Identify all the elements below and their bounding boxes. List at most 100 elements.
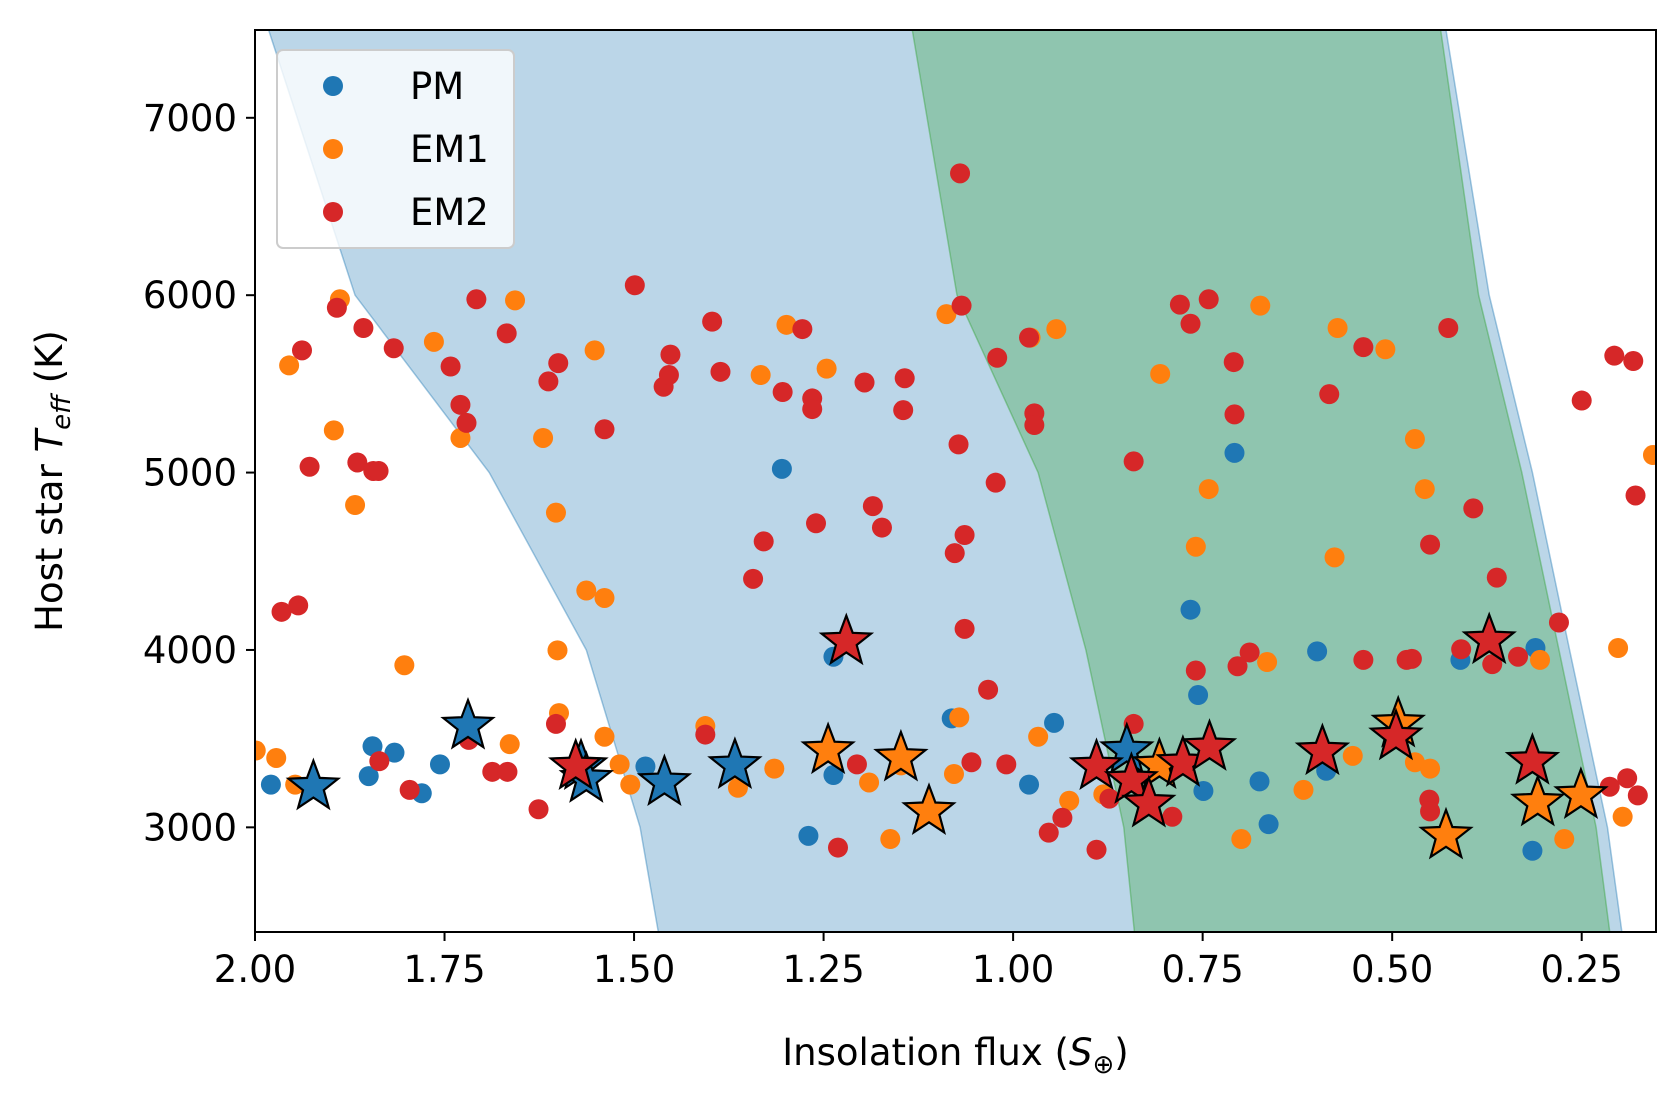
point bbox=[702, 311, 723, 332]
point bbox=[1353, 649, 1374, 670]
point bbox=[827, 837, 848, 858]
point bbox=[1293, 779, 1314, 800]
point bbox=[533, 427, 554, 448]
point bbox=[1224, 404, 1245, 425]
x-axis-label-symbol: S bbox=[1069, 1031, 1093, 1074]
y-tick-label: 4000 bbox=[143, 629, 237, 672]
star-point bbox=[548, 737, 604, 791]
point bbox=[1548, 612, 1569, 633]
legend-marker bbox=[323, 76, 343, 96]
point bbox=[1420, 801, 1441, 822]
point bbox=[936, 304, 957, 325]
point bbox=[1227, 656, 1248, 677]
point bbox=[594, 419, 615, 440]
point bbox=[798, 825, 819, 846]
point bbox=[1052, 807, 1073, 828]
point bbox=[1420, 534, 1441, 555]
legend-label: PM bbox=[410, 65, 464, 108]
point bbox=[1420, 758, 1441, 779]
point bbox=[1375, 339, 1396, 360]
point bbox=[1123, 451, 1144, 472]
star-point bbox=[1294, 722, 1351, 776]
point bbox=[545, 713, 566, 734]
point bbox=[1625, 485, 1646, 506]
point bbox=[1198, 289, 1219, 310]
point bbox=[1249, 771, 1270, 792]
point bbox=[1223, 352, 1244, 373]
point bbox=[1028, 726, 1049, 747]
star-point bbox=[707, 736, 763, 790]
point bbox=[545, 502, 566, 523]
point bbox=[776, 314, 797, 335]
point bbox=[880, 829, 901, 850]
point bbox=[954, 525, 975, 546]
star-point bbox=[1510, 773, 1566, 827]
point bbox=[1353, 337, 1374, 358]
star-point bbox=[1099, 721, 1155, 775]
point bbox=[1438, 318, 1459, 339]
point bbox=[772, 382, 793, 403]
point bbox=[299, 456, 320, 477]
point bbox=[547, 640, 568, 661]
point bbox=[1198, 479, 1219, 500]
point bbox=[358, 766, 379, 787]
y-tick-label: 5000 bbox=[143, 452, 237, 495]
point bbox=[846, 754, 867, 775]
point bbox=[948, 434, 969, 455]
point bbox=[266, 747, 287, 768]
point bbox=[584, 340, 605, 361]
point bbox=[1599, 776, 1620, 797]
point bbox=[609, 754, 630, 775]
point bbox=[806, 513, 827, 534]
point bbox=[710, 361, 731, 382]
point bbox=[440, 356, 461, 377]
x-tick-label: 0.50 bbox=[1351, 948, 1433, 991]
point bbox=[893, 400, 914, 421]
point bbox=[949, 707, 970, 728]
point bbox=[1486, 567, 1507, 588]
point bbox=[624, 275, 645, 296]
point bbox=[496, 323, 517, 344]
point bbox=[1604, 345, 1625, 366]
legend-marker bbox=[323, 202, 343, 222]
point bbox=[658, 365, 679, 386]
point bbox=[1451, 639, 1472, 660]
point bbox=[802, 399, 823, 420]
point bbox=[362, 736, 383, 757]
point bbox=[1086, 839, 1107, 860]
point bbox=[859, 772, 880, 793]
point bbox=[1612, 806, 1633, 827]
point bbox=[1463, 498, 1484, 519]
point bbox=[660, 344, 681, 365]
point bbox=[1257, 652, 1278, 673]
band bbox=[267, 30, 1623, 932]
y-axis-label-text: (K) bbox=[28, 330, 71, 395]
x-tick-label: 1.50 bbox=[593, 948, 675, 991]
point bbox=[429, 754, 450, 775]
point bbox=[399, 779, 420, 800]
x-tick-label: 1.75 bbox=[403, 948, 485, 991]
point bbox=[423, 331, 444, 352]
point bbox=[1258, 814, 1279, 835]
point bbox=[871, 517, 892, 538]
star-point bbox=[1418, 806, 1474, 860]
star-point bbox=[440, 696, 496, 750]
point bbox=[1185, 660, 1206, 681]
y-tick-label: 6000 bbox=[143, 274, 237, 317]
point bbox=[1180, 313, 1201, 334]
point bbox=[1571, 390, 1592, 411]
legend-label: EM2 bbox=[410, 191, 489, 234]
point bbox=[1024, 415, 1045, 436]
point bbox=[1508, 646, 1529, 667]
point bbox=[255, 740, 266, 761]
point bbox=[943, 763, 964, 784]
point bbox=[944, 543, 965, 564]
star-point bbox=[1181, 718, 1238, 771]
star-point bbox=[818, 612, 875, 666]
point bbox=[620, 774, 641, 795]
point bbox=[1623, 350, 1644, 371]
star-point bbox=[1368, 707, 1424, 761]
point bbox=[1342, 745, 1363, 766]
point bbox=[1239, 642, 1260, 663]
